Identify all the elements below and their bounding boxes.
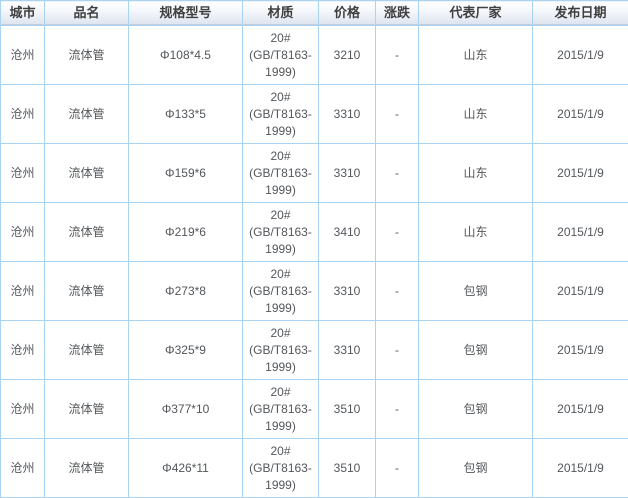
cell-product: 流体管 xyxy=(44,320,129,380)
cell-city: 沧州 xyxy=(0,25,45,85)
table-header-row: 城市 品名 规格型号 材质 价格 涨跌 代表厂家 发布日期 xyxy=(0,0,628,26)
cell-city: 沧州 xyxy=(0,379,45,439)
cell-change: - xyxy=(375,261,419,321)
cell-manufacturer: 包钢 xyxy=(418,438,533,498)
column-header-change: 涨跌 xyxy=(375,0,419,26)
cell-city: 沧州 xyxy=(0,320,45,380)
cell-city: 沧州 xyxy=(0,143,45,203)
cell-product: 流体管 xyxy=(44,379,129,439)
cell-product: 流体管 xyxy=(44,84,129,144)
cell-material: 20# (GB/T8163-1999) xyxy=(242,438,319,498)
table-row: 沧州 流体管 Φ133*5 20# (GB/T8163-1999) 3310- 山东 201… xyxy=(0,84,628,144)
cell-change: - xyxy=(375,379,419,439)
cell-product: 流体管 xyxy=(44,261,129,321)
cell-price: 3310 xyxy=(318,84,376,144)
cell-change: - xyxy=(375,84,419,144)
table-row: 沧州 流体管 Φ273*8 20# (GB/T8163-1999) 3310- 包钢 201… xyxy=(0,261,628,321)
cell-price: 3310 xyxy=(318,261,376,321)
column-header-price: 价格 xyxy=(318,0,376,26)
cell-spec: Φ273*8 xyxy=(128,261,243,321)
cell-city: 沧州 xyxy=(0,438,45,498)
column-header-material: 材质 xyxy=(242,0,319,26)
cell-date: 2015/1/9 xyxy=(532,84,628,144)
cell-spec: Φ219*6 xyxy=(128,202,243,262)
column-header-spec: 规格型号 xyxy=(128,0,243,26)
cell-spec: Φ108*4.5 xyxy=(128,25,243,85)
cell-material: 20# (GB/T8163-1999) xyxy=(242,261,319,321)
cell-date: 2015/1/9 xyxy=(532,438,628,498)
cell-change: - xyxy=(375,143,419,203)
cell-spec: Φ377*10 xyxy=(128,379,243,439)
cell-spec: Φ133*5 xyxy=(128,84,243,144)
cell-city: 沧州 xyxy=(0,261,45,321)
cell-product: 流体管 xyxy=(44,143,129,203)
cell-price: 3510 xyxy=(318,438,376,498)
cell-material: 20# (GB/T8163-1999) xyxy=(242,143,319,203)
table-row: 沧州 流体管 Φ219*6 20# (GB/T8163-1999) 3410- 山东 201… xyxy=(0,202,628,262)
cell-material: 20# (GB/T8163-1999) xyxy=(242,202,319,262)
cell-manufacturer: 山东 xyxy=(418,25,533,85)
cell-price: 3410 xyxy=(318,202,376,262)
cell-spec: Φ159*6 xyxy=(128,143,243,203)
cell-material: 20# (GB/T8163-1999) xyxy=(242,84,319,144)
cell-price: 3310 xyxy=(318,143,376,203)
cell-date: 2015/1/9 xyxy=(532,379,628,439)
cell-manufacturer: 包钢 xyxy=(418,320,533,380)
cell-change: - xyxy=(375,25,419,85)
cell-date: 2015/1/9 xyxy=(532,261,628,321)
cell-manufacturer: 包钢 xyxy=(418,379,533,439)
cell-change: - xyxy=(375,438,419,498)
cell-spec: Φ325*9 xyxy=(128,320,243,380)
cell-date: 2015/1/9 xyxy=(532,202,628,262)
table-row: 沧州 流体管 Φ159*6 20# (GB/T8163-1999) 3310- 山东 201… xyxy=(0,143,628,203)
cell-material: 20# (GB/T8163-1999) xyxy=(242,320,319,380)
cell-date: 2015/1/9 xyxy=(532,320,628,380)
cell-product: 流体管 xyxy=(44,438,129,498)
column-header-date: 发布日期 xyxy=(532,0,628,26)
cell-material: 20# (GB/T8163-1999) xyxy=(242,25,319,85)
cell-change: - xyxy=(375,202,419,262)
cell-material: 20# (GB/T8163-1999) xyxy=(242,379,319,439)
cell-price: 3510 xyxy=(318,379,376,439)
table-row: 沧州 流体管 Φ377*10 20# (GB/T8163-1999) 3510- 包钢 20… xyxy=(0,379,628,439)
cell-manufacturer: 山东 xyxy=(418,84,533,144)
cell-price: 3210 xyxy=(318,25,376,85)
table-row: 沧州 流体管 Φ426*11 20# (GB/T8163-1999) 3510- 包钢 20… xyxy=(0,438,628,498)
table-body: 沧州 流体管 Φ108*4.5 20# (GB/T8163-1999) 3210- 山东 2… xyxy=(0,25,628,498)
cell-product: 流体管 xyxy=(44,25,129,85)
cell-change: - xyxy=(375,320,419,380)
table-row: 沧州 流体管 Φ325*9 20# (GB/T8163-1999) 3310- 包钢 201… xyxy=(0,320,628,380)
table-row: 沧州 流体管 Φ108*4.5 20# (GB/T8163-1999) 3210- 山东 2… xyxy=(0,25,628,85)
cell-manufacturer: 山东 xyxy=(418,202,533,262)
column-header-manufacturer: 代表厂家 xyxy=(418,0,533,26)
cell-city: 沧州 xyxy=(0,202,45,262)
cell-manufacturer: 包钢 xyxy=(418,261,533,321)
cell-product: 流体管 xyxy=(44,202,129,262)
cell-price: 3310 xyxy=(318,320,376,380)
cell-manufacturer: 山东 xyxy=(418,143,533,203)
column-header-city: 城市 xyxy=(0,0,45,26)
cell-date: 2015/1/9 xyxy=(532,143,628,203)
column-header-product: 品名 xyxy=(44,0,129,26)
cell-date: 2015/1/9 xyxy=(532,25,628,85)
cell-spec: Φ426*11 xyxy=(128,438,243,498)
cell-city: 沧州 xyxy=(0,84,45,144)
